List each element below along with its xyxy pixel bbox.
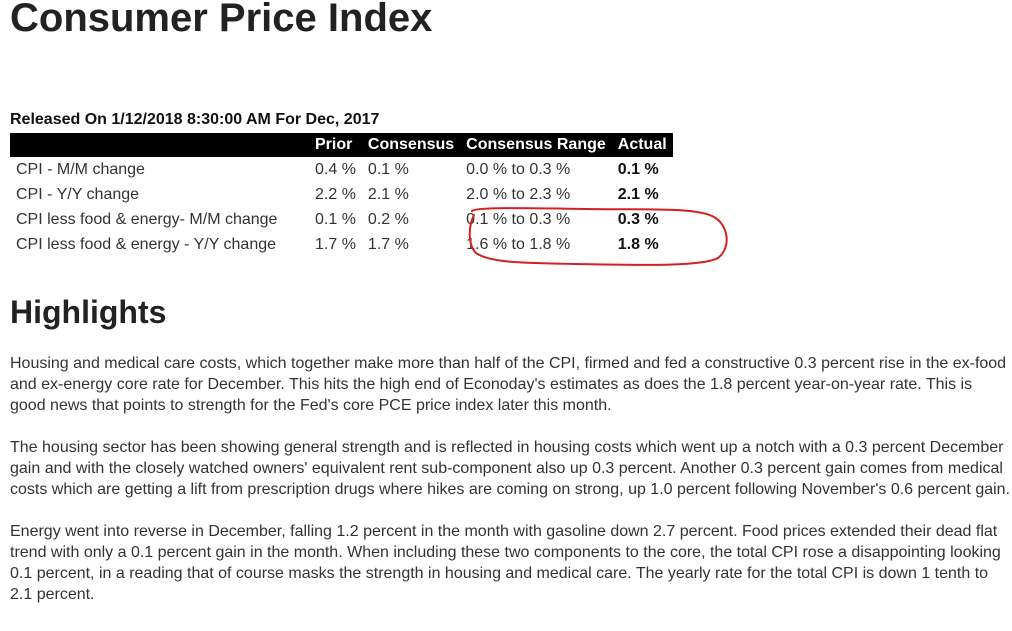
prior-value: 2.2 % xyxy=(315,185,356,203)
highlights-heading: Highlights xyxy=(10,294,167,330)
actual-value: 1.8 % xyxy=(617,235,659,253)
consensus-range-value: 1.6 % to 1.8 % xyxy=(466,235,571,253)
actual-value: 0.1 % xyxy=(617,160,659,178)
consensus-value: 1.7 % xyxy=(367,235,409,253)
prior-value: 0.1 % xyxy=(315,210,356,228)
consensus-range-value: 0.0 % to 0.3 % xyxy=(466,160,571,178)
header-actual: Actual xyxy=(611,133,673,157)
paragraph: Energy went into reverse in December, fa… xyxy=(10,523,1001,603)
table-header-row: Prior Consensus Consensus Range Actual xyxy=(10,133,673,157)
paragraph: Housing and medical care costs, which to… xyxy=(10,355,1007,414)
table-row: CPI less food & energy - Y/Y change 1.7 … xyxy=(10,232,673,257)
consensus-value: 0.1 % xyxy=(367,160,409,178)
cpi-data-table: Prior Consensus Consensus Range Actual C… xyxy=(10,133,673,257)
header-consensus-range: Consensus Range xyxy=(460,133,612,157)
consensus-value: 2.1 % xyxy=(367,185,409,203)
page-title: Consumer Price Index xyxy=(10,0,433,40)
prior-value: 0.4 % xyxy=(315,160,356,178)
consensus-range-value: 2.0 % to 2.3 % xyxy=(466,185,571,203)
actual-value: 0.3 % xyxy=(617,210,659,228)
red-hand-drawn-ellipse-annotation xyxy=(468,207,728,266)
table-row: CPI less food & energy- M/M change 0.1 %… xyxy=(10,207,673,232)
table-row: CPI - M/M change 0.4 % 0.1 % 0.0 % to 0.… xyxy=(10,157,673,182)
header-blank xyxy=(10,133,309,157)
release-date-line: Released On 1/12/2018 8:30:00 AM For Dec… xyxy=(10,111,380,128)
row-label: CPI less food & energy - Y/Y change xyxy=(16,235,277,253)
header-prior: Prior xyxy=(309,133,362,157)
header-consensus: Consensus xyxy=(361,133,461,157)
prior-value: 1.7 % xyxy=(315,235,356,253)
actual-value: 2.1 % xyxy=(617,185,659,203)
highlights-body: Housing and medical care costs, which to… xyxy=(10,353,1010,626)
consensus-value: 0.2 % xyxy=(367,210,409,228)
row-label: CPI - M/M change xyxy=(16,160,145,178)
annotation-stroke xyxy=(468,207,728,266)
row-label: CPI - Y/Y change xyxy=(16,185,140,203)
table-row: CPI - Y/Y change 2.2 % 2.1 % 2.0 % to 2.… xyxy=(10,182,673,207)
paragraph: The housing sector has been showing gene… xyxy=(10,439,1011,498)
row-label: CPI less food & energy- M/M change xyxy=(16,210,278,228)
consensus-range-value: 0.1 % to 0.3 % xyxy=(466,210,571,228)
